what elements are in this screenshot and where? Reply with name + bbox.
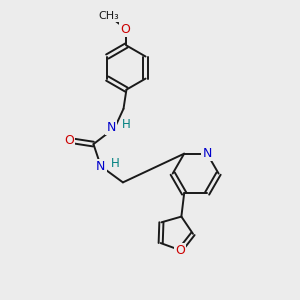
Text: H: H [122, 118, 130, 131]
Text: O: O [175, 244, 185, 257]
Text: H: H [111, 157, 119, 170]
Text: N: N [96, 160, 106, 173]
Text: N: N [202, 147, 212, 160]
Text: O: O [64, 134, 74, 147]
Text: N: N [106, 122, 116, 134]
Text: O: O [120, 23, 130, 36]
Text: CH₃: CH₃ [98, 11, 119, 21]
